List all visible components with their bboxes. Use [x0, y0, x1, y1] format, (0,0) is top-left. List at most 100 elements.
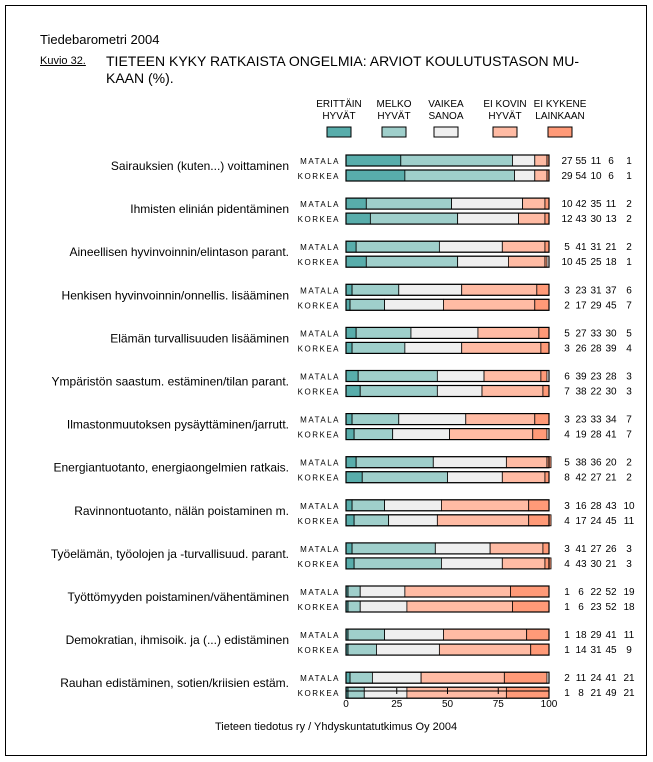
data-label: 28	[605, 372, 617, 383]
legend-swatch	[433, 126, 459, 138]
data-label: 52	[605, 587, 617, 598]
group-label: KORKEA	[298, 689, 340, 698]
data-label: 43	[575, 214, 587, 225]
bar-outline	[345, 514, 550, 527]
data-label: 22	[590, 587, 602, 598]
bar-segment	[514, 169, 536, 182]
data-label: 2	[626, 458, 632, 469]
data-label: 2	[626, 214, 632, 225]
bar-segment	[345, 514, 355, 527]
data-label: 21	[590, 688, 602, 699]
bar-segment	[534, 298, 550, 311]
bar-outline	[345, 326, 550, 339]
bar-segment	[489, 542, 544, 555]
group-label: MATALA	[300, 157, 340, 166]
data-label: 5	[564, 458, 570, 469]
bar-segment	[351, 542, 436, 555]
data-label: 29	[590, 630, 602, 641]
data-label: 3	[564, 544, 570, 555]
group-label: MATALA	[300, 502, 340, 511]
data-label: 4	[564, 559, 570, 570]
bar-segment	[443, 298, 536, 311]
bar-segment	[449, 428, 534, 441]
data-label: 6	[578, 587, 584, 598]
category-label: Ilmastonmuutoksen pysäyttäminen/jarrutt.	[67, 418, 289, 432]
bar-segment	[406, 600, 513, 613]
bar-outline	[345, 557, 550, 570]
bar-segment	[507, 255, 546, 268]
category-label: Sairauksien (kuten...) voittaminen	[111, 159, 289, 173]
bar-outline	[345, 283, 550, 296]
data-label: 1	[564, 602, 570, 613]
data-label: 6	[626, 285, 632, 296]
data-label: 1	[626, 257, 632, 268]
group-label: KORKEA	[298, 474, 340, 483]
bar-outline	[345, 154, 550, 167]
group-label: MATALA	[300, 286, 340, 295]
data-label: 10	[561, 257, 573, 268]
data-label: 30	[605, 328, 617, 339]
bar-segment	[505, 686, 550, 699]
legend-label: HYVÄT	[322, 110, 355, 122]
data-label: 11	[624, 630, 635, 641]
data-label: 30	[590, 214, 602, 225]
legend-swatch	[381, 126, 407, 138]
data-label: 18	[575, 630, 587, 641]
data-label: 20	[605, 458, 617, 469]
category-label: Työelämän, työolojen ja -turvallisuud. p…	[51, 547, 289, 561]
bar-segment	[345, 428, 355, 441]
data-label: 1	[564, 645, 570, 656]
bar-outline	[345, 671, 550, 684]
x-tick-label: 100	[541, 699, 558, 710]
data-label: 29	[561, 171, 573, 182]
chart-title-line2: KAAN (%).	[106, 70, 174, 86]
bar-segment	[345, 385, 361, 397]
data-label: 21	[605, 473, 617, 484]
bar-segment	[443, 628, 528, 641]
group-label: MATALA	[300, 373, 340, 382]
data-label: 43	[575, 559, 587, 570]
legend-label: MELKO	[376, 99, 411, 110]
bar-segment	[483, 370, 542, 382]
x-tick-label: 50	[442, 699, 454, 710]
group-label: KORKEA	[298, 258, 340, 267]
bar-segment	[345, 255, 367, 268]
data-label: 3	[626, 372, 632, 383]
category-label: Ravinnontuotanto, nälän poistaminen m.	[74, 504, 289, 518]
bar-segment	[361, 471, 448, 484]
bar-segment	[451, 197, 524, 210]
bar-segment	[501, 240, 546, 253]
bar-segment	[345, 413, 353, 426]
bar-segment	[534, 154, 548, 167]
bar-segment	[544, 212, 550, 225]
category-label: Energiantuotanto, energiaongelmien ratka…	[54, 461, 290, 475]
bar-segment	[347, 628, 385, 641]
data-label: 54	[575, 171, 587, 182]
bar-segment	[512, 154, 536, 167]
data-label: 28	[590, 501, 602, 512]
data-label: 55	[575, 156, 587, 167]
bar-segment	[355, 326, 412, 339]
bar-outline	[345, 499, 550, 512]
data-label: 27	[575, 328, 587, 339]
bar-segment	[347, 600, 361, 613]
data-label: 1	[626, 156, 632, 167]
bar-outline	[345, 369, 550, 383]
bar-outline	[345, 169, 550, 182]
group-label: MATALA	[300, 459, 340, 468]
bar-segment	[359, 600, 408, 613]
data-label: 5	[564, 242, 570, 253]
bar-segment	[376, 643, 440, 656]
data-label: 2	[626, 473, 632, 484]
bar-segment	[410, 326, 479, 339]
data-label: 27	[590, 544, 602, 555]
bar-segment	[532, 428, 548, 441]
bar-outline	[345, 212, 550, 225]
data-label: 9	[626, 645, 632, 656]
group-label: MATALA	[300, 674, 340, 683]
data-label: 17	[575, 300, 587, 311]
legend-label: EI KOVIN	[483, 99, 526, 110]
legend-swatch	[492, 126, 518, 138]
bar-segment	[436, 514, 530, 527]
source-label: Tiedebarometri 2004	[40, 32, 160, 47]
